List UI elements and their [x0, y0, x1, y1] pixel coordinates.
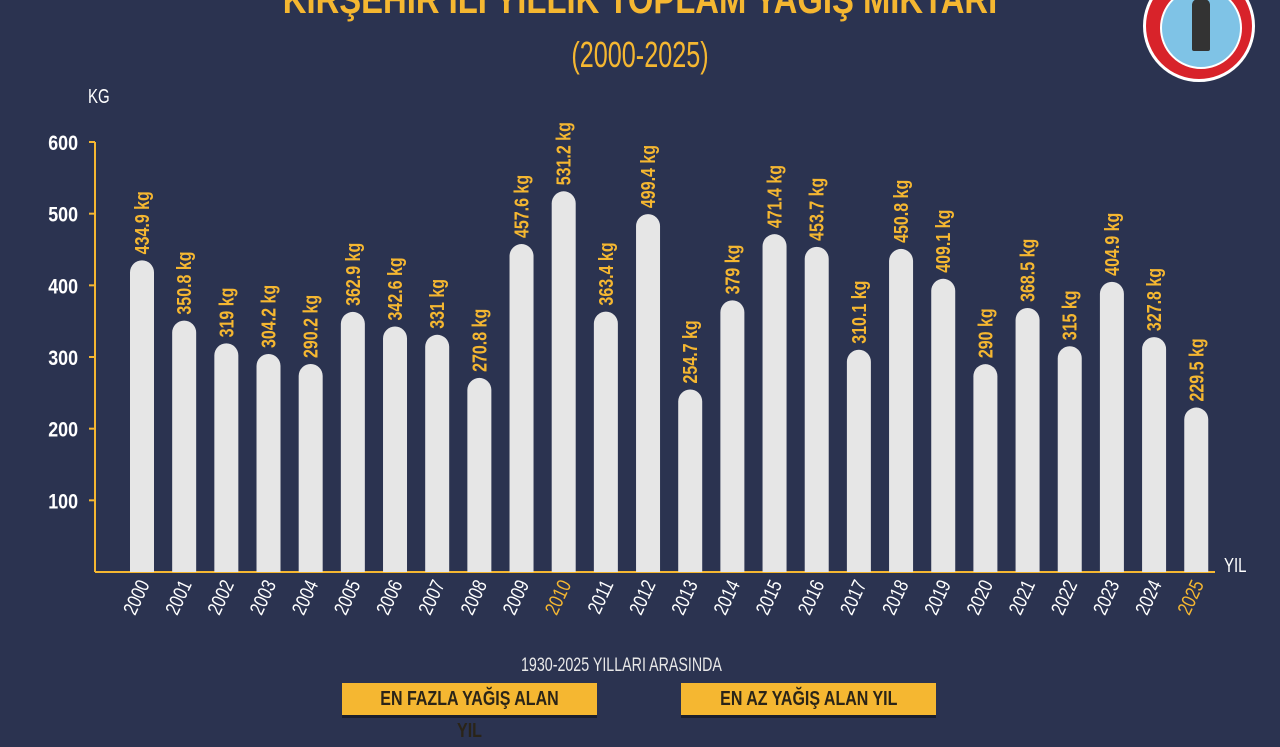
- data-label: 350.8 kg: [174, 251, 196, 314]
- data-label: 310.1 kg: [848, 281, 870, 344]
- data-label: 404.9 kg: [1101, 213, 1123, 276]
- bar-2020: [973, 364, 998, 572]
- x-tick-label: 2013: [667, 577, 702, 619]
- x-tick-label: 2011: [583, 577, 618, 618]
- bar-2008: [467, 377, 492, 572]
- y-tick-label: 600: [48, 132, 78, 156]
- x-tick-label: 2025: [1173, 577, 1208, 619]
- y-tick-label: 300: [48, 347, 78, 371]
- data-label: 229.5 kg: [1186, 338, 1208, 401]
- x-tick-label: 2023: [1089, 577, 1124, 619]
- min-rain-year-button[interactable]: EN AZ YAĞIŞ ALAN YIL: [681, 683, 936, 715]
- bar-2018: [889, 248, 914, 572]
- bar-2010: [551, 191, 576, 572]
- data-label: 362.9 kg: [342, 243, 364, 306]
- x-tick-label: 2015: [751, 577, 786, 619]
- data-label: 290.2 kg: [300, 295, 322, 358]
- data-label: 409.1 kg: [933, 210, 955, 273]
- x-tick-label: 2004: [288, 577, 323, 619]
- bar-2002: [214, 343, 239, 572]
- data-label: 270.8 kg: [469, 309, 491, 372]
- bar-2012: [636, 214, 661, 572]
- x-tick-label: 2002: [203, 577, 238, 619]
- bar-2023: [1099, 281, 1124, 572]
- chart-title: KIRŞEHİR İLİ YILLIK TOPLAM YAĞIŞ MİKTARI: [282, 0, 998, 22]
- x-tick-label: 2005: [330, 577, 365, 619]
- data-label: 368.5 kg: [1017, 239, 1039, 302]
- y-axis-label: KG: [88, 85, 110, 108]
- y-tick-label: 100: [48, 490, 78, 514]
- bar-2004: [298, 364, 323, 572]
- x-tick-label: 2019: [920, 577, 955, 619]
- bar-chart: KG YIL 100 200 300 400 500 600 434.9 kg 2000 350.8…: [48, 85, 1247, 619]
- bar-2016: [804, 246, 829, 572]
- bar-2013: [678, 389, 703, 572]
- bar-2003: [256, 353, 281, 572]
- bar-2007: [425, 334, 450, 572]
- data-label: 290 kg: [975, 308, 997, 358]
- x-tick-label: 2007: [414, 577, 449, 619]
- bar-2005: [340, 311, 365, 572]
- y-tick-label: 500: [48, 203, 78, 227]
- bar-2001: [172, 320, 197, 572]
- bar-2017: [846, 349, 871, 572]
- data-label: 457.6 kg: [511, 175, 533, 238]
- min-rain-year-label: EN AZ YAĞIŞ ALAN YIL: [719, 688, 898, 710]
- bar-2009: [509, 244, 534, 572]
- y-tick-label: 400: [48, 275, 78, 299]
- y-tick-label: 200: [48, 418, 78, 442]
- bar-2011: [593, 311, 618, 572]
- data-label: 450.8 kg: [890, 180, 912, 243]
- data-label: 363.4 kg: [595, 242, 617, 305]
- x-tick-label: 2000: [119, 577, 154, 619]
- x-tick-label: 2010: [541, 577, 576, 619]
- data-label: 531.2 kg: [553, 122, 575, 185]
- data-label: 453.7 kg: [806, 178, 828, 241]
- data-label: 499.4 kg: [637, 145, 659, 208]
- data-label: 315 kg: [1059, 290, 1081, 340]
- bar-2022: [1057, 346, 1082, 572]
- bar-2006: [383, 326, 408, 572]
- max-rain-year-label: EN FAZLA YAĞIŞ ALAN YIL: [380, 688, 559, 742]
- x-tick-label: 2017: [836, 577, 871, 619]
- kirsehir-valiligi-logo: [1143, 0, 1255, 82]
- bar-2015: [762, 234, 787, 572]
- data-label: 379 kg: [722, 245, 744, 295]
- data-label: 342.6 kg: [384, 257, 406, 320]
- x-tick-label: 2014: [709, 577, 744, 619]
- x-tick-label: 2018: [878, 577, 913, 619]
- x-tick-label: 2009: [498, 577, 533, 619]
- bar-2019: [931, 278, 956, 572]
- data-label: 331 kg: [427, 279, 449, 329]
- data-label: 254.7 kg: [680, 320, 702, 383]
- x-tick-label: 2008: [456, 577, 491, 619]
- x-tick-label: 2016: [794, 577, 829, 619]
- bar-2000: [130, 260, 154, 572]
- x-tick-label: 2020: [962, 577, 997, 619]
- data-label: 327.8 kg: [1143, 268, 1165, 331]
- data-label: 319 kg: [216, 288, 238, 338]
- bar-2025: [1184, 407, 1209, 572]
- data-label: 434.9 kg: [131, 191, 153, 254]
- data-label: 304.2 kg: [258, 285, 280, 348]
- bar-2021: [1015, 307, 1040, 572]
- x-axis-label: YIL: [1224, 554, 1247, 577]
- x-tick-label: 2012: [625, 577, 660, 619]
- chart-subtitle: (2000-2025): [571, 34, 709, 75]
- x-tick-label: 2024: [1131, 577, 1166, 619]
- footer-note: 1930-2025 YILLARI ARASINDA: [521, 655, 722, 676]
- data-label: 471.4 kg: [764, 165, 786, 228]
- bar-2014: [720, 300, 745, 572]
- x-tick-label: 2022: [1047, 577, 1082, 619]
- x-tick-label: 2003: [245, 577, 280, 619]
- bar-2024: [1142, 337, 1167, 572]
- x-tick-label: 2006: [372, 577, 407, 619]
- x-tick-label: 2001: [161, 577, 196, 619]
- x-tick-label: 2021: [1005, 577, 1040, 619]
- max-rain-year-button[interactable]: EN FAZLA YAĞIŞ ALAN YIL: [342, 683, 597, 742]
